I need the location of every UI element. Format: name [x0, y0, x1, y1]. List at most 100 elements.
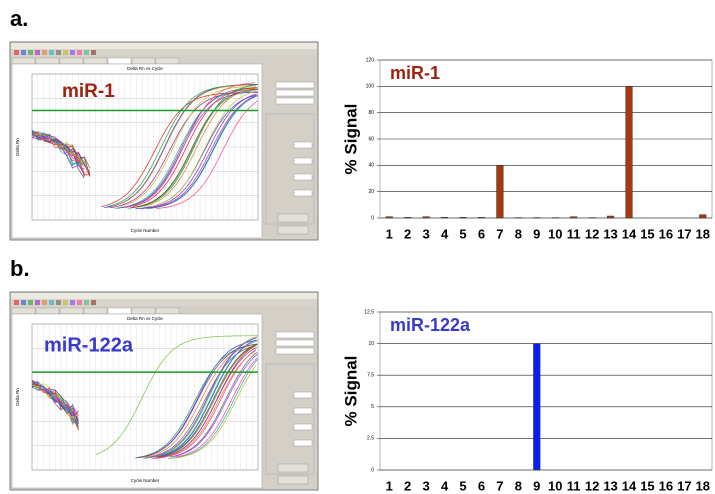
bar: [460, 217, 467, 218]
x-tick-label: 5: [459, 226, 466, 241]
tool-icon: [42, 300, 47, 305]
x-tick-label: 15: [640, 478, 654, 493]
x-tick-label: 16: [659, 478, 673, 493]
screen-y-label: Delta Rn: [15, 388, 20, 406]
x-tick-label: 3: [422, 226, 429, 241]
bar: [441, 217, 448, 218]
x-tick-label: 18: [696, 478, 710, 493]
x-tick-label: 9: [533, 226, 540, 241]
screen-x-label: Cycle Number: [131, 478, 160, 483]
tab: [60, 308, 83, 314]
screen-x-label: Cycle Number: [131, 228, 160, 233]
y-tick-label: 12.5: [364, 309, 374, 315]
tool-icon: [28, 300, 33, 305]
x-tick-label: 6: [478, 478, 485, 493]
chart-title: miR-122a: [390, 315, 471, 335]
bar: [699, 215, 706, 218]
setting-field: [294, 440, 312, 446]
x-tick-label: 13: [603, 478, 617, 493]
tab: [12, 58, 35, 64]
tool-icon: [14, 300, 19, 305]
tool-icon: [77, 300, 82, 305]
bar: [404, 217, 411, 218]
setting-field: [276, 340, 314, 346]
tab: [108, 58, 131, 64]
y-tick-label: 0: [371, 215, 374, 221]
y-tick-label: 20: [368, 189, 374, 195]
setting-field: [294, 190, 312, 196]
bar: [533, 344, 540, 470]
x-tick-label: 12: [585, 226, 599, 241]
x-tick-label: 6: [478, 226, 485, 241]
x-tick-label: 3: [422, 478, 429, 493]
button: [278, 226, 308, 234]
tab: [156, 308, 179, 314]
x-tick-label: 2: [404, 226, 411, 241]
tool-icon: [56, 300, 61, 305]
panel-label: b.: [10, 256, 30, 281]
tool-icon: [49, 300, 54, 305]
tool-icon: [42, 50, 47, 55]
y-tick-label: 0: [371, 467, 374, 473]
y-tick-label: 60: [368, 136, 374, 142]
tab: [60, 58, 83, 64]
x-tick-label: 7: [496, 226, 503, 241]
tool-icon: [70, 300, 75, 305]
tool-icon: [91, 50, 96, 55]
tool-icon: [35, 50, 40, 55]
tool-icon: [14, 50, 19, 55]
x-tick-label: 13: [603, 226, 617, 241]
setting-field: [276, 332, 314, 338]
setting-field: [294, 174, 312, 180]
x-tick-label: 17: [677, 226, 691, 241]
tool-icon: [77, 50, 82, 55]
x-tick-label: 4: [441, 226, 449, 241]
setting-field: [276, 90, 314, 96]
tool-icon: [56, 50, 61, 55]
bar: [570, 217, 577, 218]
x-tick-label: 2: [404, 478, 411, 493]
tab: [36, 58, 59, 64]
y-tick-label: 80: [368, 110, 374, 116]
x-tick-label: 7: [496, 478, 503, 493]
figure: a. b. Delta Rn vs Cycle Cycle Number Delta…: [0, 0, 715, 494]
y-tick-label: 2.5: [367, 436, 374, 442]
bar: [386, 217, 393, 218]
bar: [626, 86, 633, 218]
screenshot-label: miR-1: [62, 81, 115, 102]
x-tick-label: 9: [533, 478, 540, 493]
button: [278, 214, 308, 222]
setting-field: [294, 424, 312, 430]
x-tick-label: 8: [515, 226, 522, 241]
x-tick-label: 5: [459, 478, 466, 493]
bar: [423, 217, 430, 218]
tab: [132, 308, 155, 314]
screenshot-label: miR-122a: [44, 334, 134, 356]
bar: [607, 216, 614, 218]
x-tick-label: 10: [548, 226, 562, 241]
y-axis-label: % Signal: [341, 104, 360, 175]
menu-bar: [11, 43, 317, 49]
tool-icon: [49, 50, 54, 55]
plot-title: Delta Rn vs Cycle: [127, 316, 163, 321]
y-tick-label: 10: [368, 341, 374, 347]
tool-icon: [84, 300, 89, 305]
tool-icon: [63, 300, 68, 305]
panel-label: a.: [10, 6, 28, 31]
tool-icon: [35, 300, 40, 305]
x-tick-label: 8: [515, 478, 522, 493]
tab: [36, 308, 59, 314]
button: [278, 476, 308, 484]
x-tick-label: 17: [677, 478, 691, 493]
chart-title: miR-1: [390, 63, 440, 83]
setting-field: [294, 392, 312, 398]
tab: [132, 58, 155, 64]
setting-field: [294, 142, 312, 148]
plot-title: Delta Rn vs Cycle: [127, 66, 163, 71]
tab: [108, 308, 131, 314]
plot-area: [380, 312, 712, 470]
x-tick-label: 18: [696, 226, 710, 241]
y-tick-label: 120: [366, 57, 375, 63]
y-tick-label: 5: [371, 404, 374, 410]
x-tick-label: 15: [640, 226, 654, 241]
